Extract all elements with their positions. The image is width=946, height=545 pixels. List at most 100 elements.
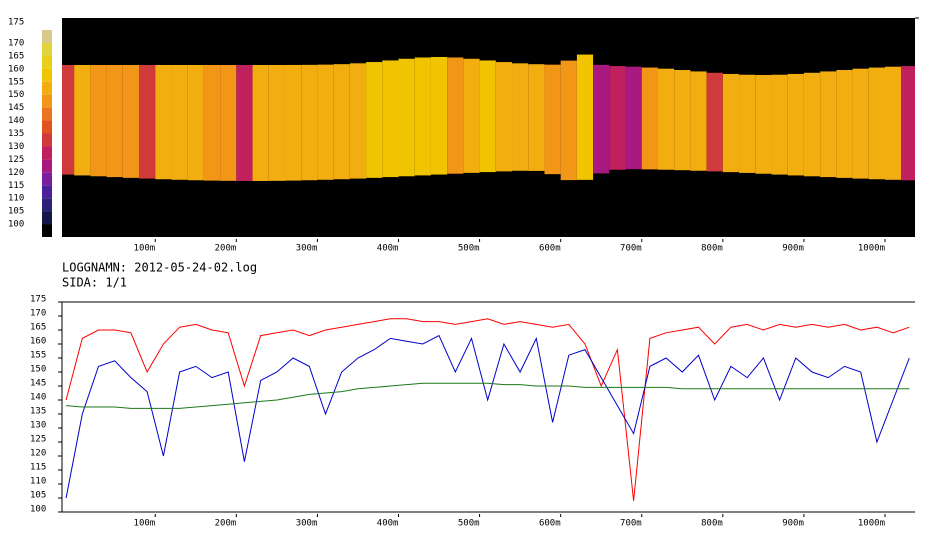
echo-column xyxy=(171,65,188,180)
colorbar-swatch xyxy=(42,172,52,186)
x-tick-label: 300m xyxy=(296,519,318,529)
echo-column xyxy=(771,74,788,175)
echo-column xyxy=(755,75,772,174)
y-tick-label: 160 xyxy=(30,337,46,347)
log-name: LOGGNAMN: 2012-05-24-02.log xyxy=(62,261,257,275)
echo-column xyxy=(593,64,610,174)
echo-column xyxy=(463,58,480,173)
x-tick-label: 500m xyxy=(458,519,480,529)
echo-column xyxy=(268,64,285,181)
colorbar-swatch xyxy=(42,94,52,108)
echo-column xyxy=(317,64,334,180)
colorbar-swatch xyxy=(42,198,52,212)
echo-column xyxy=(609,66,626,170)
x-tick-label: 100m xyxy=(134,244,156,254)
colorbar-label: 115 xyxy=(8,181,24,191)
echo-column xyxy=(139,65,156,179)
echo-column xyxy=(203,64,221,181)
x-tick-label: 200m xyxy=(215,519,237,529)
echo-column xyxy=(220,64,237,181)
echo-column xyxy=(284,64,302,181)
x-tick-label: 700m xyxy=(620,244,642,254)
colorbar-label: 120 xyxy=(8,168,24,178)
y-tick-label: 110 xyxy=(30,477,46,487)
y-tick-label: 125 xyxy=(30,435,46,445)
x-tick-label: 800m xyxy=(701,519,723,529)
echo-column xyxy=(560,60,577,181)
echo-column xyxy=(544,64,561,175)
y-tick-label: 150 xyxy=(30,365,46,375)
echo-column xyxy=(382,60,399,178)
echo-column xyxy=(74,65,91,176)
echo-column xyxy=(62,65,75,175)
echo-column xyxy=(576,54,594,180)
echo-column xyxy=(625,66,642,170)
echo-column xyxy=(414,57,431,176)
colorbar-label: 135 xyxy=(8,129,24,139)
echo-column xyxy=(512,63,529,171)
echo-column xyxy=(901,66,915,181)
x-tick-label: 600m xyxy=(539,244,561,254)
x-tick-label: 400m xyxy=(377,244,399,254)
page-number: SIDA: 1/1 xyxy=(62,276,127,290)
y-tick-label: 120 xyxy=(30,449,46,459)
colorbar-label: 125 xyxy=(8,155,24,165)
echo-column xyxy=(739,74,756,173)
x-tick-label: 500m xyxy=(458,244,480,254)
colorbar-label: 155 xyxy=(8,77,24,87)
series-line xyxy=(66,382,910,409)
y-tick-label: 130 xyxy=(30,421,46,431)
colorbar-label: 140 xyxy=(8,116,24,126)
y-tick-label: 170 xyxy=(30,309,46,319)
colorbar-label: 110 xyxy=(8,194,24,204)
colorbar-swatch xyxy=(42,211,52,225)
echo-column xyxy=(236,64,253,181)
echo-column xyxy=(187,64,204,181)
y-tick-label: 165 xyxy=(30,323,46,333)
x-tick-label: 1000m xyxy=(858,244,885,254)
colorbar-swatch xyxy=(42,120,52,134)
colorbar-swatch xyxy=(42,81,52,95)
echo-column xyxy=(690,71,707,171)
echo-column xyxy=(674,69,691,171)
echo-column xyxy=(479,60,496,173)
x-tick-label: 900m xyxy=(782,519,804,529)
echo-column xyxy=(252,64,269,181)
echo-column xyxy=(884,66,902,180)
echo-column xyxy=(657,68,675,170)
y-tick-label: 145 xyxy=(30,379,46,389)
colorbar-swatch xyxy=(42,224,52,237)
colorbar-label: 160 xyxy=(8,64,24,74)
colorbar-swatch xyxy=(42,68,52,82)
x-tick-label: 1000m xyxy=(858,519,885,529)
y-tick-label: 140 xyxy=(30,393,46,403)
echo-column xyxy=(528,64,545,171)
echo-column xyxy=(836,69,853,178)
colorbar-label: 165 xyxy=(8,51,24,61)
y-tick-label: 175 xyxy=(30,295,46,305)
y-tick-label: 155 xyxy=(30,351,46,361)
colorbar-label: 105 xyxy=(8,207,24,217)
x-tick-label: 600m xyxy=(539,519,561,529)
echo-column xyxy=(90,65,107,177)
echo-column xyxy=(852,68,869,179)
series-line xyxy=(65,334,910,499)
series-line xyxy=(65,318,910,501)
echo-column xyxy=(868,67,885,180)
echo-column xyxy=(366,62,383,178)
echo-column xyxy=(447,57,464,174)
echo-column xyxy=(706,72,723,172)
colorbar-label: 100 xyxy=(8,220,24,230)
echo-column xyxy=(106,65,123,178)
colorbar-label: 145 xyxy=(8,103,24,113)
y-tick-label: 100 xyxy=(30,505,46,515)
echo-column xyxy=(349,63,367,179)
echo-column xyxy=(122,65,140,178)
colorbar-swatch xyxy=(42,30,52,43)
colorbar-label: 150 xyxy=(8,90,24,100)
colorbar-swatch xyxy=(42,159,52,173)
x-tick-label: 900m xyxy=(782,244,804,254)
x-tick-label: 100m xyxy=(134,519,156,529)
y-tick-label: 135 xyxy=(30,407,46,417)
colorbar-label: 175 xyxy=(8,18,24,28)
